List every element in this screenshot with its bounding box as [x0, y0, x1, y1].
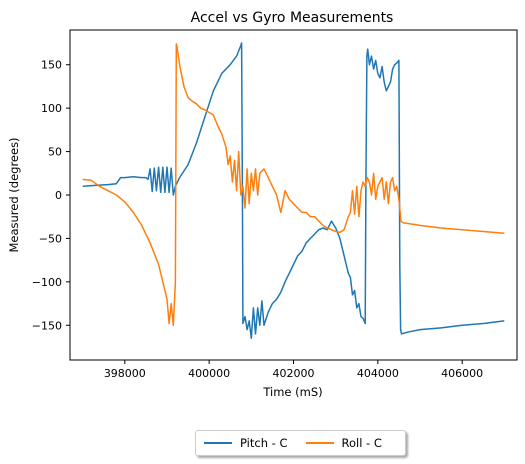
- legend-item-pitch: Pitch - C: [204, 436, 288, 450]
- y-tick-label-3: 0: [55, 189, 62, 202]
- x-tick-label-0: 398000: [104, 367, 146, 380]
- legend-label-pitch: Pitch - C: [240, 436, 288, 450]
- y-tick-label-4: 50: [48, 146, 62, 159]
- y-tick-label-0: −150: [32, 319, 62, 332]
- x-tick-label-1: 400000: [188, 367, 230, 380]
- y-tick-label-2: −50: [39, 232, 62, 245]
- x-axis-label: Time (mS): [262, 385, 322, 399]
- series-line-roll: [82, 43, 505, 327]
- y-tick-label-5: 100: [41, 102, 62, 115]
- legend-swatch-pitch: [204, 442, 232, 444]
- chart-title: Accel vs Gyro Measurements: [191, 10, 394, 26]
- legend-label-roll: Roll - C: [341, 436, 382, 450]
- legend-item-roll: Roll - C: [305, 436, 382, 450]
- plot-area: [82, 42, 505, 340]
- y-tick-label-6: 150: [41, 59, 62, 72]
- x-tick-label-4: 406000: [441, 367, 483, 380]
- axes-frame: [69, 29, 518, 361]
- legend: Pitch - C Roll - C: [195, 430, 406, 456]
- x-tick-label-2: 402000: [273, 367, 315, 380]
- series-line-pitch: [82, 42, 505, 340]
- y-tick-label-1: −100: [32, 276, 62, 289]
- x-tick-label-3: 404000: [357, 367, 399, 380]
- legend-swatch-roll: [305, 442, 334, 444]
- y-axis-label: Measured (degrees): [7, 137, 21, 252]
- x-axis: 398000 400000 402000 404000 406000: [104, 360, 483, 380]
- y-axis: −150 −100 −50 0 50 100 150: [32, 59, 70, 332]
